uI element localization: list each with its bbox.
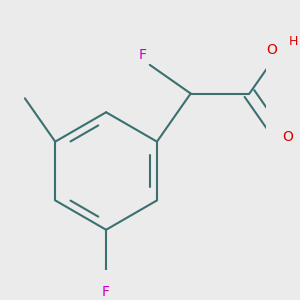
Text: F: F <box>139 48 147 62</box>
Text: O: O <box>282 130 293 144</box>
Text: H: H <box>289 34 298 47</box>
Text: O: O <box>266 43 277 57</box>
Text: F: F <box>102 285 110 299</box>
